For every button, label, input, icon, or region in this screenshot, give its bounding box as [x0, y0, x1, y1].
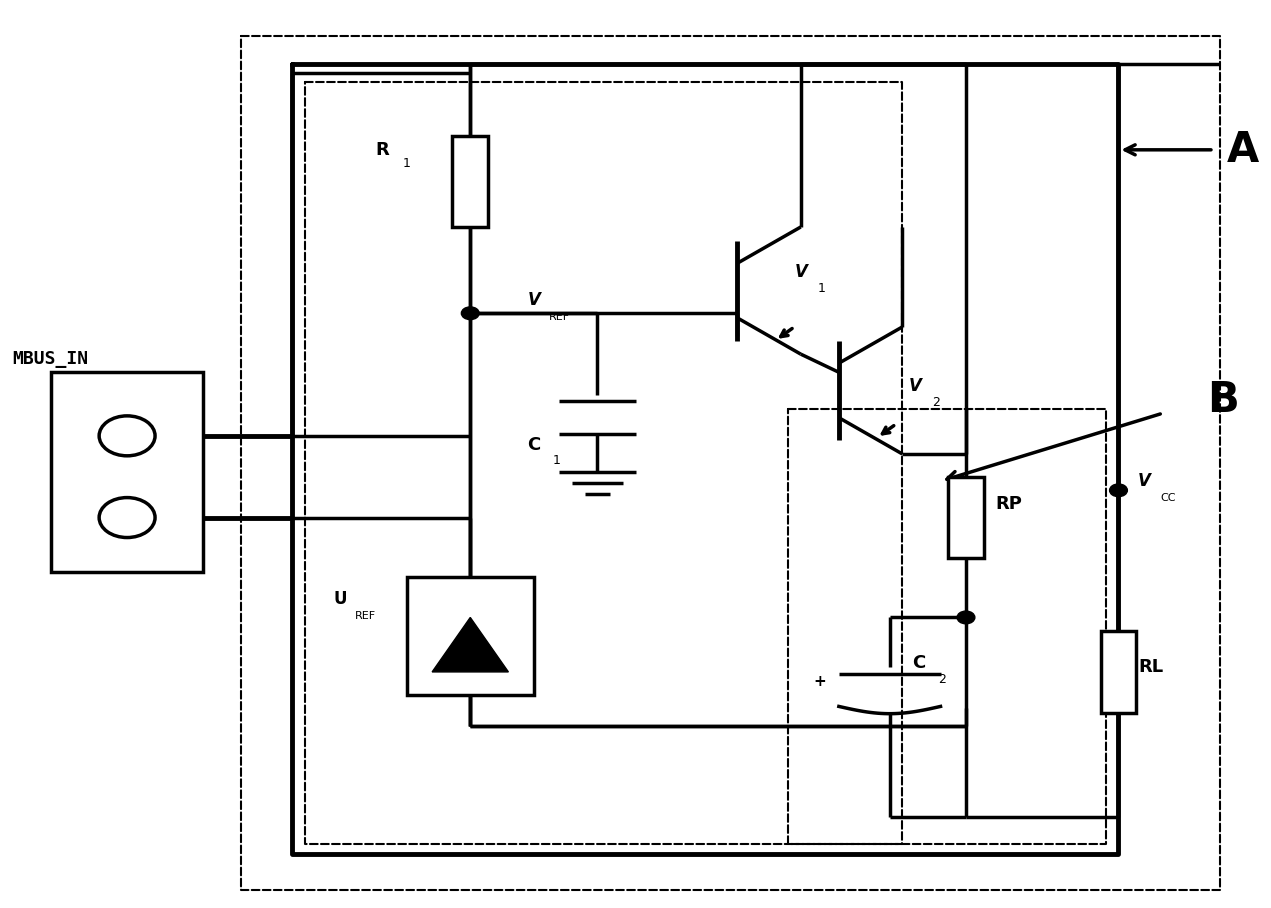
Text: V: V — [1138, 472, 1150, 490]
Circle shape — [1110, 484, 1127, 497]
Text: CC: CC — [1160, 492, 1176, 503]
Circle shape — [99, 416, 155, 456]
Text: V: V — [527, 291, 540, 309]
Circle shape — [461, 307, 479, 320]
FancyArrowPatch shape — [780, 329, 792, 337]
Text: MBUS_IN: MBUS_IN — [13, 350, 89, 368]
Text: 2: 2 — [938, 673, 946, 686]
Text: 2: 2 — [932, 396, 939, 409]
Text: U: U — [333, 590, 347, 608]
Text: RL: RL — [1139, 658, 1164, 676]
Bar — [407, 577, 534, 695]
Text: 1: 1 — [553, 454, 561, 467]
Text: C: C — [527, 436, 540, 454]
Bar — [1101, 631, 1136, 713]
Text: V: V — [909, 377, 921, 395]
Text: A: A — [1227, 129, 1258, 171]
Text: RP: RP — [995, 495, 1022, 513]
Text: C: C — [913, 654, 925, 672]
Text: 1: 1 — [817, 282, 825, 295]
Bar — [51, 372, 203, 572]
Bar — [452, 136, 488, 227]
FancyArrowPatch shape — [882, 426, 894, 434]
Text: R: R — [375, 141, 389, 159]
Text: V: V — [794, 263, 807, 281]
Text: REF: REF — [549, 311, 571, 322]
Circle shape — [957, 611, 975, 624]
Text: 1: 1 — [403, 157, 411, 170]
Bar — [948, 477, 984, 558]
Text: B: B — [1207, 379, 1239, 420]
Text: REF: REF — [355, 610, 376, 621]
Text: +: + — [813, 674, 826, 688]
Circle shape — [99, 498, 155, 538]
Polygon shape — [432, 617, 508, 672]
